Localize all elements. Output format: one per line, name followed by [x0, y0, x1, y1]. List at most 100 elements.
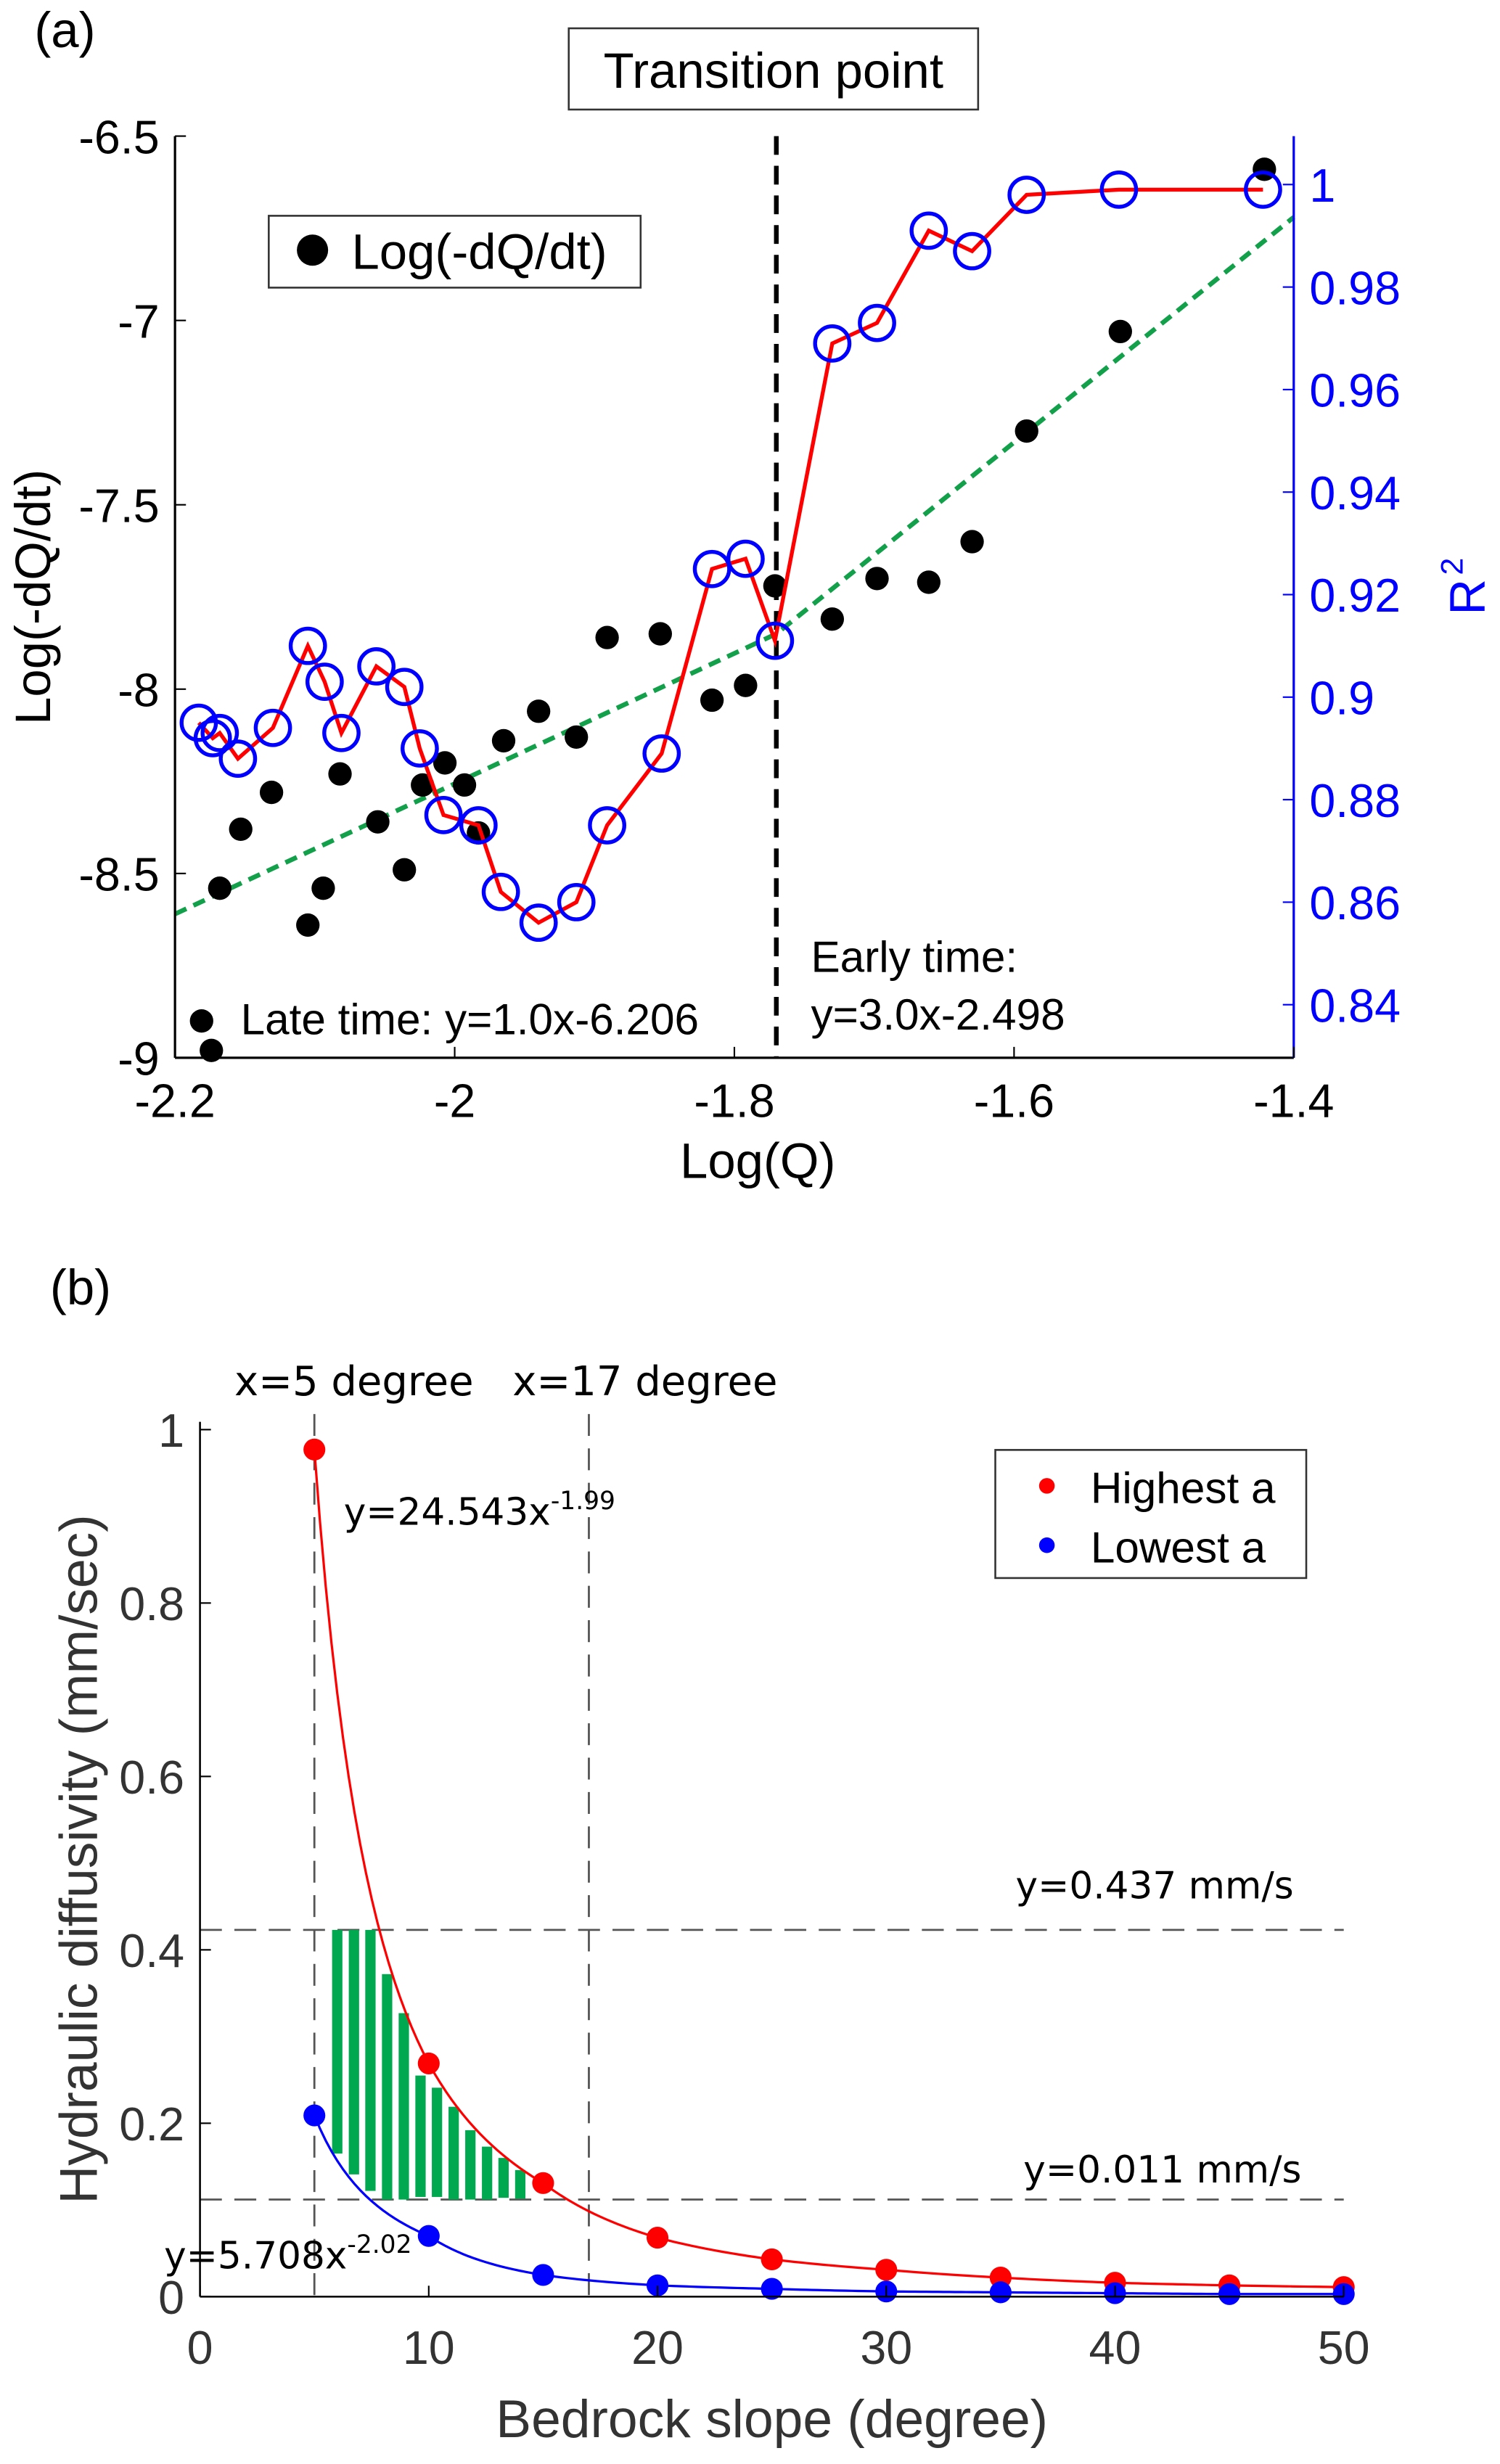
hatch-bar: [365, 1929, 376, 2191]
data-point: [411, 773, 435, 797]
y-axis-label: Hydraulic diffusivity (mm/sec): [49, 1514, 108, 2204]
late-time-annotation: Late time: y=1.0x-6.206: [241, 995, 700, 1044]
r2-point: [288, 626, 327, 665]
data-point: [296, 913, 320, 937]
r2-point: [557, 883, 596, 921]
y2-tick-label: 0.86: [1309, 877, 1401, 929]
equation-high-base: y=24.543x: [344, 1491, 551, 1535]
r2-point: [519, 903, 558, 943]
data-point: [527, 699, 551, 723]
legend-marker-high: [1038, 1478, 1055, 1494]
y-tick-label: -8: [118, 664, 159, 716]
y-tick-label: 0.8: [119, 1578, 184, 1630]
r2-point: [726, 539, 765, 578]
data-point: [208, 876, 231, 900]
data-point: [960, 530, 984, 554]
y2-axis-label: R 2: [1435, 558, 1495, 615]
data-point: [820, 607, 845, 631]
data-point: [1108, 319, 1132, 344]
hatch-bar: [465, 2130, 476, 2200]
r2-point: [953, 231, 991, 271]
data-point: [763, 574, 787, 598]
equation-low-base: y=5.708x: [164, 2235, 347, 2278]
y-tick-label: -9: [118, 1033, 159, 1085]
r2-point: [481, 872, 520, 911]
y2-axis-label-text: R: [1439, 579, 1495, 615]
x-axis-label: Log(Q): [680, 1133, 835, 1189]
y2-tick-label: 0.96: [1309, 365, 1401, 417]
x-tick-label: 0: [187, 2322, 213, 2374]
data-point-low: [417, 2225, 440, 2247]
fit-curve-low: [313, 2114, 1344, 2296]
hatch-bar: [515, 2169, 526, 2199]
hatch-bar: [398, 2013, 409, 2200]
x-tick-label: -1.6: [974, 1075, 1054, 1128]
x-tick-label: 20: [631, 2322, 684, 2374]
panel-a-marks: [173, 136, 1295, 1062]
data-point: [200, 1038, 224, 1062]
data-point: [491, 728, 516, 753]
data-point: [311, 876, 335, 900]
x-tick-label: 30: [860, 2322, 912, 2374]
r2-point: [459, 806, 498, 845]
data-point: [328, 762, 352, 786]
data-point: [595, 625, 619, 649]
r2-point: [1099, 171, 1139, 209]
r2-point: [1244, 171, 1282, 209]
r2-point: [858, 303, 896, 342]
y2-tick-label: 0.98: [1309, 262, 1401, 314]
data-point-low: [761, 2278, 783, 2300]
y-axis-label: Log(-dQ/dt): [5, 469, 61, 725]
panel-b-marks: [200, 1413, 1355, 2305]
data-point: [648, 622, 672, 646]
data-point: [366, 810, 390, 834]
panel-a-label: (a): [34, 2, 95, 58]
hatch-bar: [482, 2146, 493, 2200]
hatch-bar: [382, 1974, 393, 2200]
x-tick-label: -1.8: [694, 1075, 774, 1128]
equation-high-exp: -1.99: [551, 1487, 615, 1516]
x-tick-label: -2: [434, 1075, 475, 1128]
panel-a-ticks: -2.2 -2 -1.8 -1.6 -1.4 -6.5 -7 -7.5 -8 -8.5 -9 1 0.9…: [78, 111, 1401, 1127]
r2-line: [197, 187, 1263, 925]
x-tick-label: 50: [1318, 2322, 1370, 2374]
data-point: [393, 858, 417, 882]
r2-point: [218, 739, 258, 778]
y2-tick-label: 0.88: [1309, 775, 1401, 827]
y-tick-label: 0.6: [119, 1752, 184, 1804]
early-time-annotation-1: Early time:: [811, 932, 1017, 982]
data-point-high: [761, 2248, 783, 2271]
r2-point: [909, 211, 948, 250]
data-point: [565, 725, 589, 749]
vline-label-17: x=17 degree: [512, 1358, 777, 1405]
legend-label-low: Lowest a: [1091, 1522, 1266, 1572]
transition-label-box: [567, 27, 980, 111]
y2-tick-label: 1: [1309, 160, 1335, 212]
r2-point: [813, 324, 852, 363]
y-tick-label: -6.5: [78, 111, 159, 163]
legend-marker-low: [1038, 1537, 1055, 1553]
x-tick-label: 40: [1089, 2322, 1142, 2374]
legend-box: [994, 1449, 1308, 1580]
panel-b: (b) x=5 degree x=17 degree 0 10 20 30 40 5000…: [49, 1260, 1369, 2449]
r2-point: [305, 662, 344, 702]
r2-point: [385, 668, 424, 707]
x-tick-label: -2.2: [135, 1075, 216, 1128]
x-tick-label: -1.4: [1253, 1075, 1334, 1128]
transition-label: Transition point: [604, 43, 943, 99]
data-point: [259, 780, 284, 805]
legend-box: [268, 215, 642, 289]
data-point: [700, 688, 724, 712]
r2-point: [642, 734, 681, 773]
r2-point: [755, 621, 795, 660]
data-point: [1015, 419, 1038, 443]
panel-b-ticks: 0 10 20 30 40 50 0 0.2 0.4 0.6 0.8 1: [119, 1405, 1369, 2374]
data-point-high: [875, 2259, 898, 2281]
data-point-high: [646, 2227, 669, 2249]
data-point: [865, 567, 889, 591]
hatch-bar: [348, 1929, 359, 2175]
r2-point: [424, 795, 463, 834]
data-point-high: [303, 1438, 326, 1461]
r2-point: [200, 713, 239, 752]
data-point-low: [989, 2281, 1012, 2304]
